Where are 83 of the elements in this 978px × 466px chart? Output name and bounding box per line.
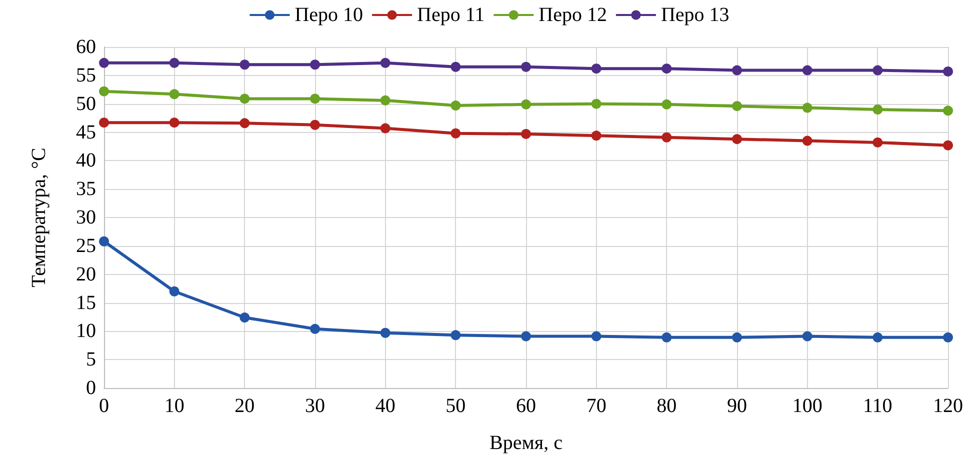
point [872,137,883,148]
point [169,89,180,100]
x-tick-label: 110 [863,395,892,417]
point [802,102,812,113]
point [240,60,250,70]
point [872,332,883,342]
point [943,332,953,342]
y-tick-label: 45 [76,121,96,144]
point [591,64,602,74]
point [310,324,320,334]
point [99,118,109,128]
point [591,130,602,141]
point [240,118,250,128]
point [732,134,742,144]
point [521,331,531,342]
y-tick-label: 35 [76,178,96,200]
point [591,98,602,109]
point [310,94,320,104]
point [99,86,109,96]
y-tick-label: 50 [76,92,96,115]
legend-label: Перо 11 [417,4,485,26]
y-tick-label: 60 [76,36,96,58]
point [943,66,953,76]
y-tick-label: 20 [76,263,96,286]
y-tick-label: 15 [76,292,96,314]
x-tick-label: 80 [656,395,677,417]
y-tick-label: 10 [76,320,96,342]
point [872,65,883,76]
point [310,60,320,70]
x-tick-label: 60 [516,395,536,417]
point [872,104,883,115]
point [662,99,672,110]
point [240,312,250,323]
x-tick-label: 50 [446,395,466,417]
point [169,286,180,296]
x-tick-label: 40 [375,395,396,417]
point [99,58,109,68]
point [450,100,461,111]
point [662,64,672,74]
x-tick-label: 20 [234,395,255,417]
point [662,132,672,142]
legend-label: Перо 10 [294,4,364,26]
point [521,62,531,72]
point [380,95,390,106]
point [802,65,812,76]
point [662,332,672,342]
point [943,106,953,116]
y-tick-label: 40 [76,150,96,172]
point [169,58,180,68]
y-tick-label: 5 [86,348,96,371]
point [732,101,742,112]
x-tick-label: 10 [164,395,184,417]
y-tick-label: 0 [86,377,96,399]
x-tick-label: 90 [727,395,747,417]
y-tick-label: 55 [76,64,96,86]
legend-label: Перо 12 [538,4,607,26]
x-axis-title: Время, с [490,432,563,454]
point [310,120,320,130]
legend-label: Перо 13 [660,4,730,26]
y-axis-title: Температура, °С [28,148,50,288]
point [732,332,742,342]
point [802,331,812,342]
y-tick-label: 25 [76,234,96,257]
point [240,94,250,104]
x-tick-label: 70 [586,395,606,417]
point [521,99,531,110]
x-tick-label: 120 [933,395,963,417]
point [169,118,180,128]
point [99,236,109,246]
point [732,65,742,76]
point [521,128,531,139]
point [450,330,461,340]
point [380,58,390,68]
point [380,328,390,338]
x-tick-label: 100 [792,395,822,417]
x-tick-label: 30 [305,395,325,417]
y-tick-label: 30 [76,206,96,228]
point [591,331,602,342]
point [943,140,953,150]
point [802,136,812,146]
point [450,62,461,72]
point [380,123,390,134]
point [450,128,461,138]
